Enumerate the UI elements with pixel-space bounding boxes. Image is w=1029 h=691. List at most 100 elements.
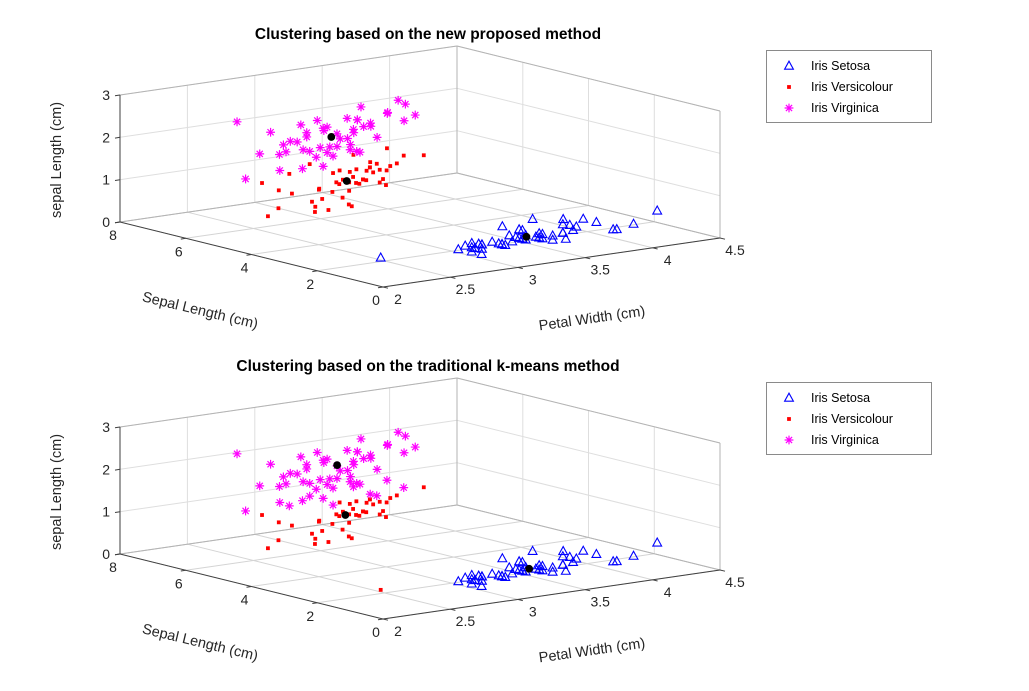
marker-asterisk	[318, 123, 328, 133]
tick-label: 3	[529, 271, 537, 287]
marker-square	[331, 171, 335, 175]
marker-triangle	[611, 223, 623, 234]
marker-square	[347, 520, 352, 525]
marker-square	[377, 499, 382, 504]
grid-line	[322, 192, 586, 259]
marker-square	[341, 509, 345, 514]
marker-triangle	[591, 548, 602, 559]
marker-asterisk	[275, 498, 285, 507]
marker-square	[260, 513, 264, 517]
grid-line	[377, 618, 384, 621]
marker-square	[307, 162, 312, 167]
marker-asterisk	[241, 506, 250, 516]
marker-asterisk	[335, 466, 345, 476]
marker-asterisk	[365, 489, 375, 499]
marker-triangle	[510, 231, 522, 242]
marker-asterisk	[281, 479, 291, 489]
marker-triangle	[547, 234, 558, 244]
marker-square	[330, 522, 335, 526]
marker-asterisk	[241, 174, 250, 184]
grid-line	[456, 172, 721, 239]
grid-line	[119, 504, 458, 555]
marker-triangle	[557, 559, 569, 569]
grid-line	[114, 468, 121, 471]
marker-triangle	[473, 570, 485, 580]
marker-asterisk	[372, 132, 382, 142]
marker-square	[337, 168, 342, 173]
marker-square	[313, 210, 317, 214]
grid-line	[517, 598, 523, 602]
marker-triangle	[497, 220, 508, 231]
marker-square	[364, 510, 369, 515]
grid-line	[180, 237, 186, 240]
marker-asterisk	[335, 134, 345, 144]
marker-asterisk	[366, 453, 376, 463]
marker-square	[320, 529, 325, 533]
marker-asterisk	[315, 143, 325, 153]
marker-square	[421, 485, 426, 490]
marker-asterisk	[281, 147, 291, 157]
marker-asterisk	[284, 501, 294, 511]
legend-item-iris-setosa: Iris Setosa	[767, 55, 931, 76]
legend-label-iris-setosa: Iris Setosa	[811, 390, 871, 405]
marker-asterisk	[346, 472, 355, 481]
grid-line	[382, 569, 721, 620]
marker-square	[357, 513, 362, 518]
grid-line	[389, 182, 653, 249]
marker-triangle	[459, 571, 471, 582]
marker-asterisk	[312, 116, 322, 125]
marker-triangle	[466, 237, 478, 248]
marker-asterisk	[232, 117, 242, 127]
grid-line	[114, 553, 121, 556]
marker-square	[326, 208, 331, 212]
marker-asterisk	[359, 454, 369, 464]
marker-asterisk	[343, 134, 352, 143]
marker-square	[290, 191, 294, 196]
grid-line	[180, 569, 186, 572]
marker-triangle	[783, 59, 795, 70]
series-iris-versicolour	[260, 146, 426, 219]
marker-triangle	[513, 564, 525, 574]
marker-asterisk	[298, 164, 307, 174]
marker-triangle	[564, 219, 576, 229]
marker-triangle	[513, 232, 525, 242]
panel-1-title: Clustering based on the new proposed met…	[254, 26, 602, 43]
marker-triangle	[493, 569, 505, 580]
legend-item-iris-setosa: Iris Setosa	[767, 387, 931, 408]
tick-label: 4	[241, 260, 249, 276]
marker-triangle	[547, 561, 558, 572]
marker-asterisk	[266, 127, 275, 137]
grid-line	[114, 94, 121, 97]
marker-asterisk	[352, 115, 362, 125]
marker-square	[377, 512, 382, 517]
marker-square	[313, 536, 318, 541]
marker-asterisk	[275, 482, 284, 491]
tick-label: 0	[372, 624, 380, 640]
tick-label: 3.5	[590, 262, 610, 278]
marker-triangle	[557, 545, 569, 556]
marker-square	[381, 177, 385, 181]
marker-square	[357, 181, 362, 186]
tick-label: 3	[529, 603, 537, 619]
marker-asterisk	[332, 129, 342, 139]
marker-triangle	[466, 577, 478, 588]
marker-square	[266, 546, 270, 551]
marker-dot	[341, 511, 350, 519]
panel-2-z-axis-title: sepal Length (cm)	[49, 433, 65, 551]
marker-asterisk	[296, 452, 306, 462]
grid-line	[389, 514, 653, 581]
marker-square	[260, 181, 264, 185]
grid-line	[119, 87, 458, 138]
marker-triangle	[560, 233, 572, 243]
tick-label: 6	[175, 243, 183, 259]
marker-triangle	[510, 563, 522, 574]
marker-asterisk	[275, 150, 284, 159]
marker-asterisk	[328, 500, 338, 510]
grid-line	[254, 201, 518, 268]
marker-asterisk	[399, 448, 409, 458]
marker-square	[337, 182, 342, 187]
marker-asterisk	[305, 147, 315, 156]
